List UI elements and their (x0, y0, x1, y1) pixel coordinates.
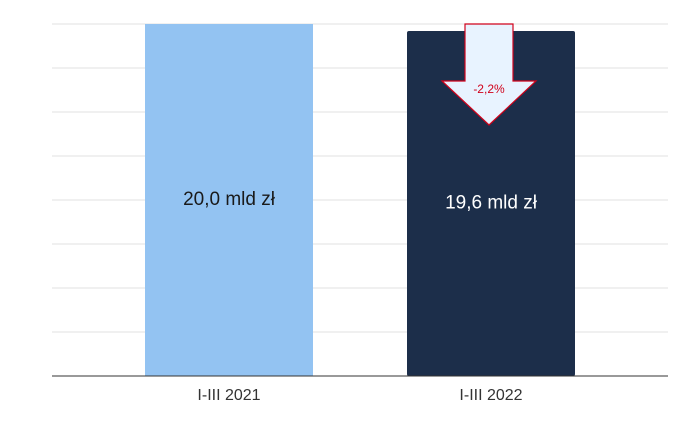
x-tick-label: I-III 2021 (197, 387, 260, 404)
bar (145, 24, 313, 376)
change-arrow (440, 23, 538, 126)
x-tick-label: I-III 2022 (459, 387, 522, 404)
bar (407, 31, 575, 376)
value-label: 20,0 mld zł (183, 189, 276, 210)
change-label: -2,2% (473, 82, 505, 96)
value-label: 19,6 mld zł (445, 193, 538, 214)
